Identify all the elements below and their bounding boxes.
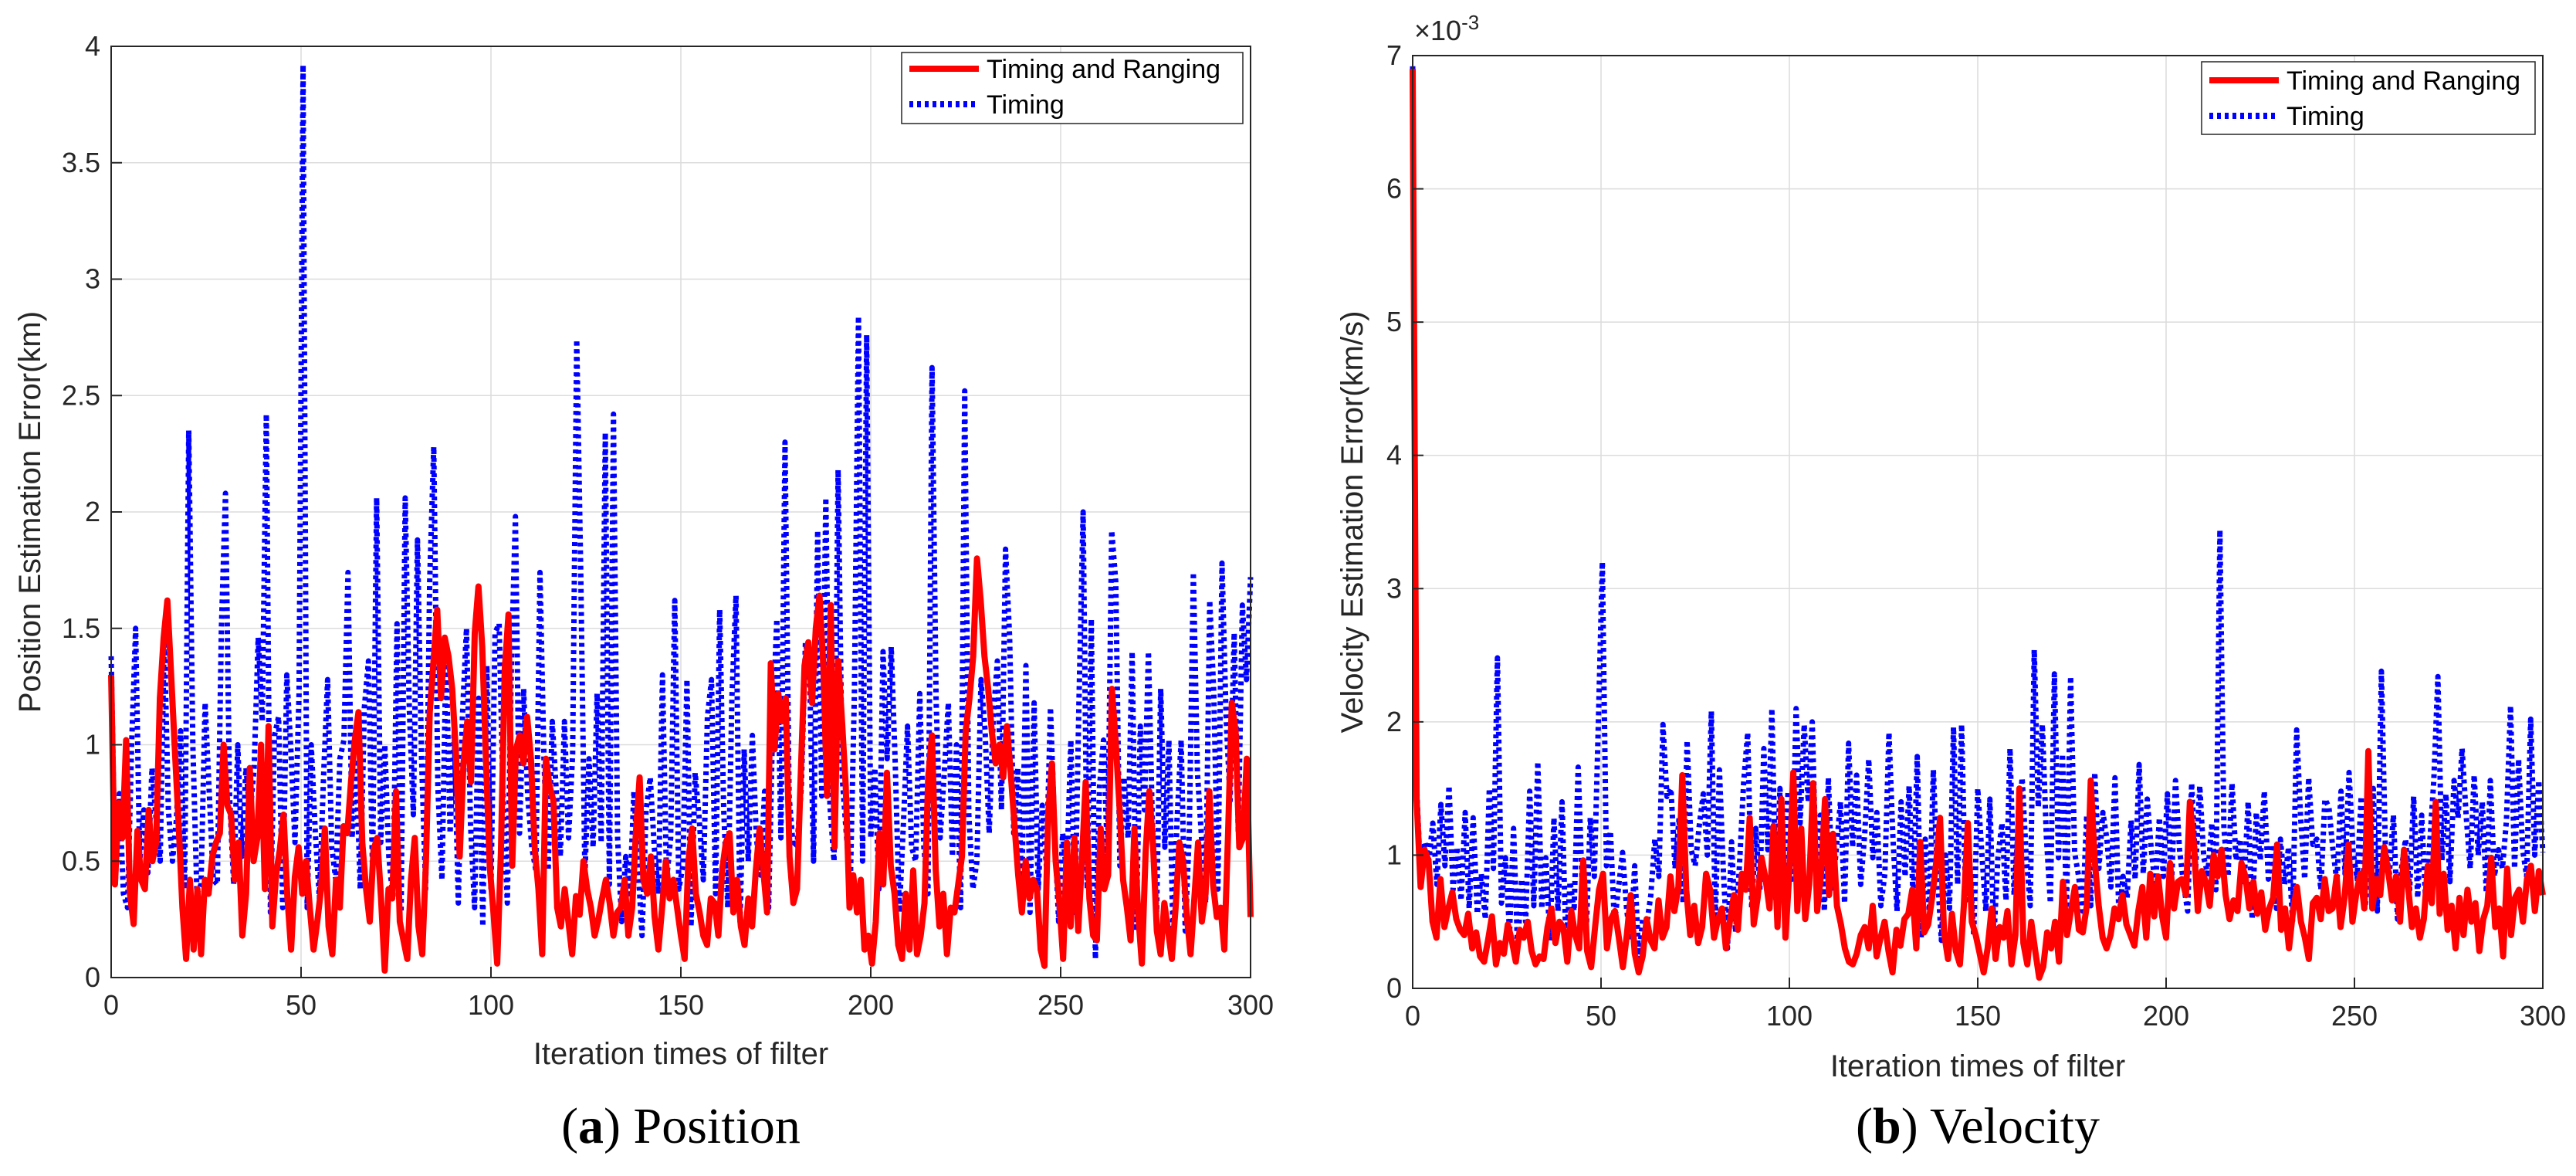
chart-position: 0 50 100 150 200 250 300 0 0.5 1 1.5 2 2.5 3 3.5 4 Ite… xyxy=(13,30,1274,1154)
y-axis-label: Velocity Estimation Error(km/s) xyxy=(1335,311,1369,734)
series-line-timing xyxy=(108,62,1254,962)
y-ticks: 0 1 2 3 4 5 6 7 xyxy=(1386,39,1423,1004)
x-tick-label: 150 xyxy=(1955,1000,2001,1032)
y-tick-label: 2 xyxy=(85,496,100,527)
y-tick-label: 1 xyxy=(85,729,100,761)
caption-b: (b) Velocity xyxy=(1856,1098,2100,1154)
y-tick-label: 0.5 xyxy=(62,845,100,876)
legend-box xyxy=(2201,61,2536,135)
x-tick-label: 0 xyxy=(1405,1000,1420,1032)
caption-open: ( xyxy=(561,1098,578,1154)
caption-close: ) xyxy=(1901,1098,1918,1154)
legend[interactable]: Timing and Ranging Timing xyxy=(901,52,1244,124)
x-tick-label: 50 xyxy=(286,989,316,1021)
y-tick-label: 4 xyxy=(1386,439,1402,471)
y-tick-label: 3.5 xyxy=(62,147,100,178)
exponent-power: -3 xyxy=(1461,11,1479,34)
series-line-timing-and-ranging xyxy=(1410,69,2546,981)
series-lines xyxy=(108,62,1254,974)
caption-a: (a) Position xyxy=(561,1098,801,1154)
x-tick-label: 300 xyxy=(1227,989,1274,1021)
y-tick-label: 4 xyxy=(85,30,100,62)
x-tick-label: 100 xyxy=(1766,1000,1813,1032)
y-tick-label: 1.5 xyxy=(62,612,100,644)
legend[interactable]: Timing and Ranging Timing xyxy=(2201,61,2536,135)
x-axis-label: Iteration times of filter xyxy=(533,1037,828,1071)
x-tick-label: 200 xyxy=(848,989,894,1021)
y-tick-label: 5 xyxy=(1386,306,1402,337)
legend-label-timing-ranging: Timing and Ranging xyxy=(2287,66,2520,96)
x-tick-label: 300 xyxy=(2520,1000,2566,1032)
caption-text: Position xyxy=(621,1098,801,1154)
x-tick-label: 100 xyxy=(468,989,514,1021)
series-lines xyxy=(1410,66,2546,981)
legend-label-timing: Timing xyxy=(987,90,1065,120)
x-tick-label: 250 xyxy=(1038,989,1084,1021)
x-tick-label: 150 xyxy=(658,989,704,1021)
y-tick-label: 3 xyxy=(1386,572,1402,604)
caption-letter: b xyxy=(1873,1098,1901,1154)
y-tick-label: 7 xyxy=(1386,39,1402,71)
x-tick-label: 250 xyxy=(2331,1000,2378,1032)
legend-label-timing-ranging: Timing and Ranging xyxy=(987,55,1220,84)
legend-box xyxy=(901,52,1244,124)
y-tick-label: 2 xyxy=(1386,706,1402,737)
exponent-base: ×10 xyxy=(1414,15,1461,46)
x-ticks: 0 50 100 150 200 250 300 xyxy=(1405,978,2566,1032)
y-tick-label: 0 xyxy=(1386,972,1402,1004)
y-tick-label: 0 xyxy=(85,961,100,993)
y-tick-label: 1 xyxy=(1386,839,1402,870)
y-ticks: 0 0.5 1 1.5 2 2.5 3 3.5 4 xyxy=(62,30,122,993)
y-tick-label: 6 xyxy=(1386,173,1402,205)
x-tick-label: 200 xyxy=(2143,1000,2189,1032)
caption-letter: a xyxy=(578,1098,604,1154)
series-line-timing-and-ranging xyxy=(108,555,1254,974)
caption-close: ) xyxy=(604,1098,621,1154)
x-axis-label: Iteration times of filter xyxy=(1830,1049,2125,1083)
chart-velocity: 0 50 100 150 200 250 300 0 1 2 3 4 5 6 7 ×10-3 Iterat… xyxy=(1335,11,2566,1154)
y-axis-label: Position Estimation Error(km) xyxy=(13,311,47,713)
x-tick-label: 50 xyxy=(1586,1000,1616,1032)
y-tick-label: 3 xyxy=(85,263,100,295)
caption-text: Velocity xyxy=(1918,1098,2100,1154)
x-ticks: 0 50 100 150 200 250 300 xyxy=(103,967,1274,1021)
y-tick-label: 2.5 xyxy=(62,379,100,411)
y-exponent: ×10-3 xyxy=(1414,11,1479,46)
x-tick-label: 0 xyxy=(103,989,119,1021)
legend-label-timing: Timing xyxy=(2287,102,2364,131)
caption-open: ( xyxy=(1856,1098,1873,1154)
